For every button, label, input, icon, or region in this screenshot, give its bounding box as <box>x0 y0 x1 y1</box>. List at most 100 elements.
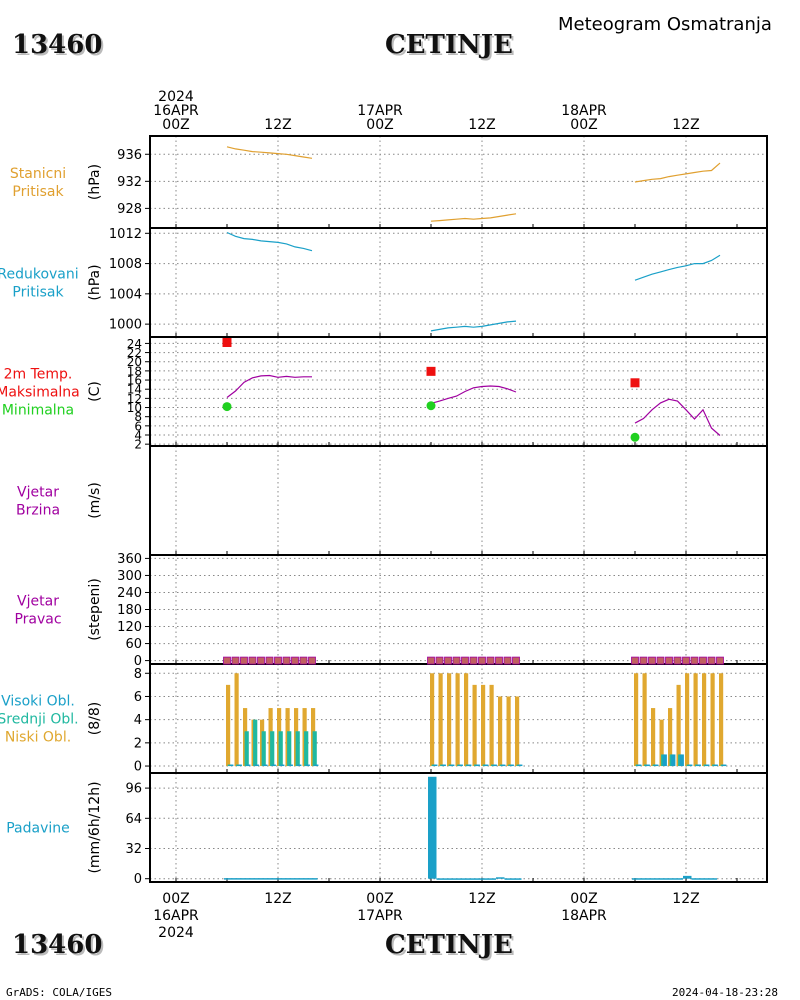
panel-label: Minimalna <box>2 403 74 419</box>
x-label-bottom: 12Z <box>468 891 495 907</box>
cloud-mid-bar <box>295 731 300 767</box>
y-tick-label: 0 <box>134 654 142 669</box>
y-axis-unit: (stepeni) <box>87 578 103 641</box>
y-tick-label: 20 <box>127 355 142 369</box>
reduced-pressure-line <box>430 320 517 332</box>
x-label-bottom: 17APR <box>357 908 403 924</box>
cloud-high-bar <box>662 754 667 767</box>
cloud-low-bar <box>498 696 503 767</box>
y-tick-label: 8 <box>134 410 142 424</box>
cloud-high-bar <box>229 764 234 767</box>
panel-label: Pravac <box>14 612 61 628</box>
wind-direction-marker <box>265 656 274 665</box>
y-tick-label: 6 <box>134 419 142 433</box>
cloud-low-bar <box>676 684 681 767</box>
cloud-mid-bar <box>287 731 292 767</box>
wind-direction-marker <box>512 656 520 665</box>
wind-direction-marker <box>699 656 707 665</box>
wind-direction-marker <box>503 656 512 665</box>
cloud-high-bar <box>246 764 251 767</box>
t-min-marker <box>426 401 436 411</box>
wind-direction-marker <box>469 656 478 665</box>
cloud-high-bar <box>271 764 276 767</box>
cloud-low-bar <box>710 673 715 767</box>
cloud-low-bar <box>438 673 443 767</box>
y-tick-label: 18 <box>127 364 142 378</box>
cloud-high-bar <box>263 764 268 767</box>
x-label-bottom: 12Z <box>264 891 291 907</box>
y-tick-label: 12 <box>127 392 142 406</box>
wind-direction-marker <box>656 656 665 665</box>
y-axis-unit: (m/s) <box>87 482 103 519</box>
cloud-low-bar <box>515 696 520 767</box>
cloud-low-bar <box>234 673 239 767</box>
cloud-low-bar <box>464 673 469 767</box>
cloud-low-bar <box>455 673 460 767</box>
station-id-bottom: 13460 <box>12 930 103 960</box>
wind-direction-marker <box>291 656 299 665</box>
y-tick-label: 1012 <box>109 227 142 242</box>
panel-pr: 96 64 32 0 (mm/6h/12h) Padavine <box>6 772 768 887</box>
panel-frame <box>149 336 768 447</box>
y-tick-label: 8 <box>134 667 142 682</box>
wind-direction-marker <box>673 656 682 665</box>
cloud-mid-bar <box>312 731 317 767</box>
cloud-high-bar <box>254 764 259 767</box>
y-tick-label: 1004 <box>109 287 142 302</box>
x-label-bottom: 00Z <box>366 891 393 907</box>
station-id-top: 13460 <box>12 30 103 60</box>
x-label-bottom: 16APR <box>153 908 199 924</box>
precip-bar <box>691 878 717 880</box>
cloud-high-bar <box>696 764 701 767</box>
cloud-high-bar <box>288 764 293 767</box>
temperature-line <box>430 385 517 404</box>
cloud-low-bar <box>506 696 511 767</box>
cloud-low-bar <box>659 719 664 767</box>
wind-direction-marker <box>223 656 231 665</box>
y-axis-unit: (hPa) <box>87 264 103 300</box>
precip-bar <box>504 878 522 880</box>
t-min-marker <box>630 432 640 442</box>
wind-direction-marker <box>639 656 648 665</box>
x-label-bottom: 00Z <box>570 891 597 907</box>
panel-wd: 360 300 240 180 120 60 0 (stepeni) Vjetar Pravac <box>14 552 768 669</box>
temperature-line <box>634 398 721 436</box>
precip-bar <box>632 878 683 880</box>
cloud-high-bar <box>671 754 676 767</box>
precip-bar <box>436 878 496 880</box>
wind-direction-marker <box>248 656 257 665</box>
cloud-low-bar <box>489 684 494 767</box>
y-tick-label: 96 <box>125 782 142 797</box>
chart-title: Meteogram Osmatranja <box>558 14 772 35</box>
y-tick-label: 300 <box>117 569 142 584</box>
precip-bar <box>496 877 505 879</box>
cloud-high-bar <box>475 764 480 767</box>
y-tick-label: 64 <box>125 812 142 827</box>
cloud-mid-bar <box>304 731 309 767</box>
cloud-low-bar <box>642 673 647 767</box>
wind-direction-marker <box>707 656 716 665</box>
station-pressure-line <box>430 213 517 222</box>
reduced-pressure-line <box>634 254 721 281</box>
y-tick-label: 2 <box>134 438 142 452</box>
footer-timestamp: 2024-04-18-23:28 <box>672 986 778 999</box>
y-axis-unit: (C) <box>87 381 103 402</box>
cloud-high-bar <box>722 764 727 767</box>
y-tick-label: 936 <box>117 148 142 163</box>
y-axis-unit: (mm/6h/12h) <box>87 781 103 873</box>
wind-direction-marker <box>231 656 240 665</box>
y-tick-label: 0 <box>134 760 142 775</box>
cloud-mid-bar <box>278 731 283 767</box>
cloud-low-bar <box>447 673 452 767</box>
station-name-bottom: CETINJE <box>385 930 513 960</box>
panel-rp: 1012 1008 1004 1000 (hPa) Redukovani Pritisak <box>0 227 768 338</box>
panel-label: Srednji Obl. <box>0 712 79 728</box>
cloud-high-bar <box>688 764 693 767</box>
wind-direction-marker <box>282 656 291 665</box>
t-max-marker <box>222 337 232 347</box>
y-tick-label: 10 <box>127 401 142 415</box>
wind-direction-marker <box>452 656 461 665</box>
y-tick-label: 932 <box>117 175 142 190</box>
